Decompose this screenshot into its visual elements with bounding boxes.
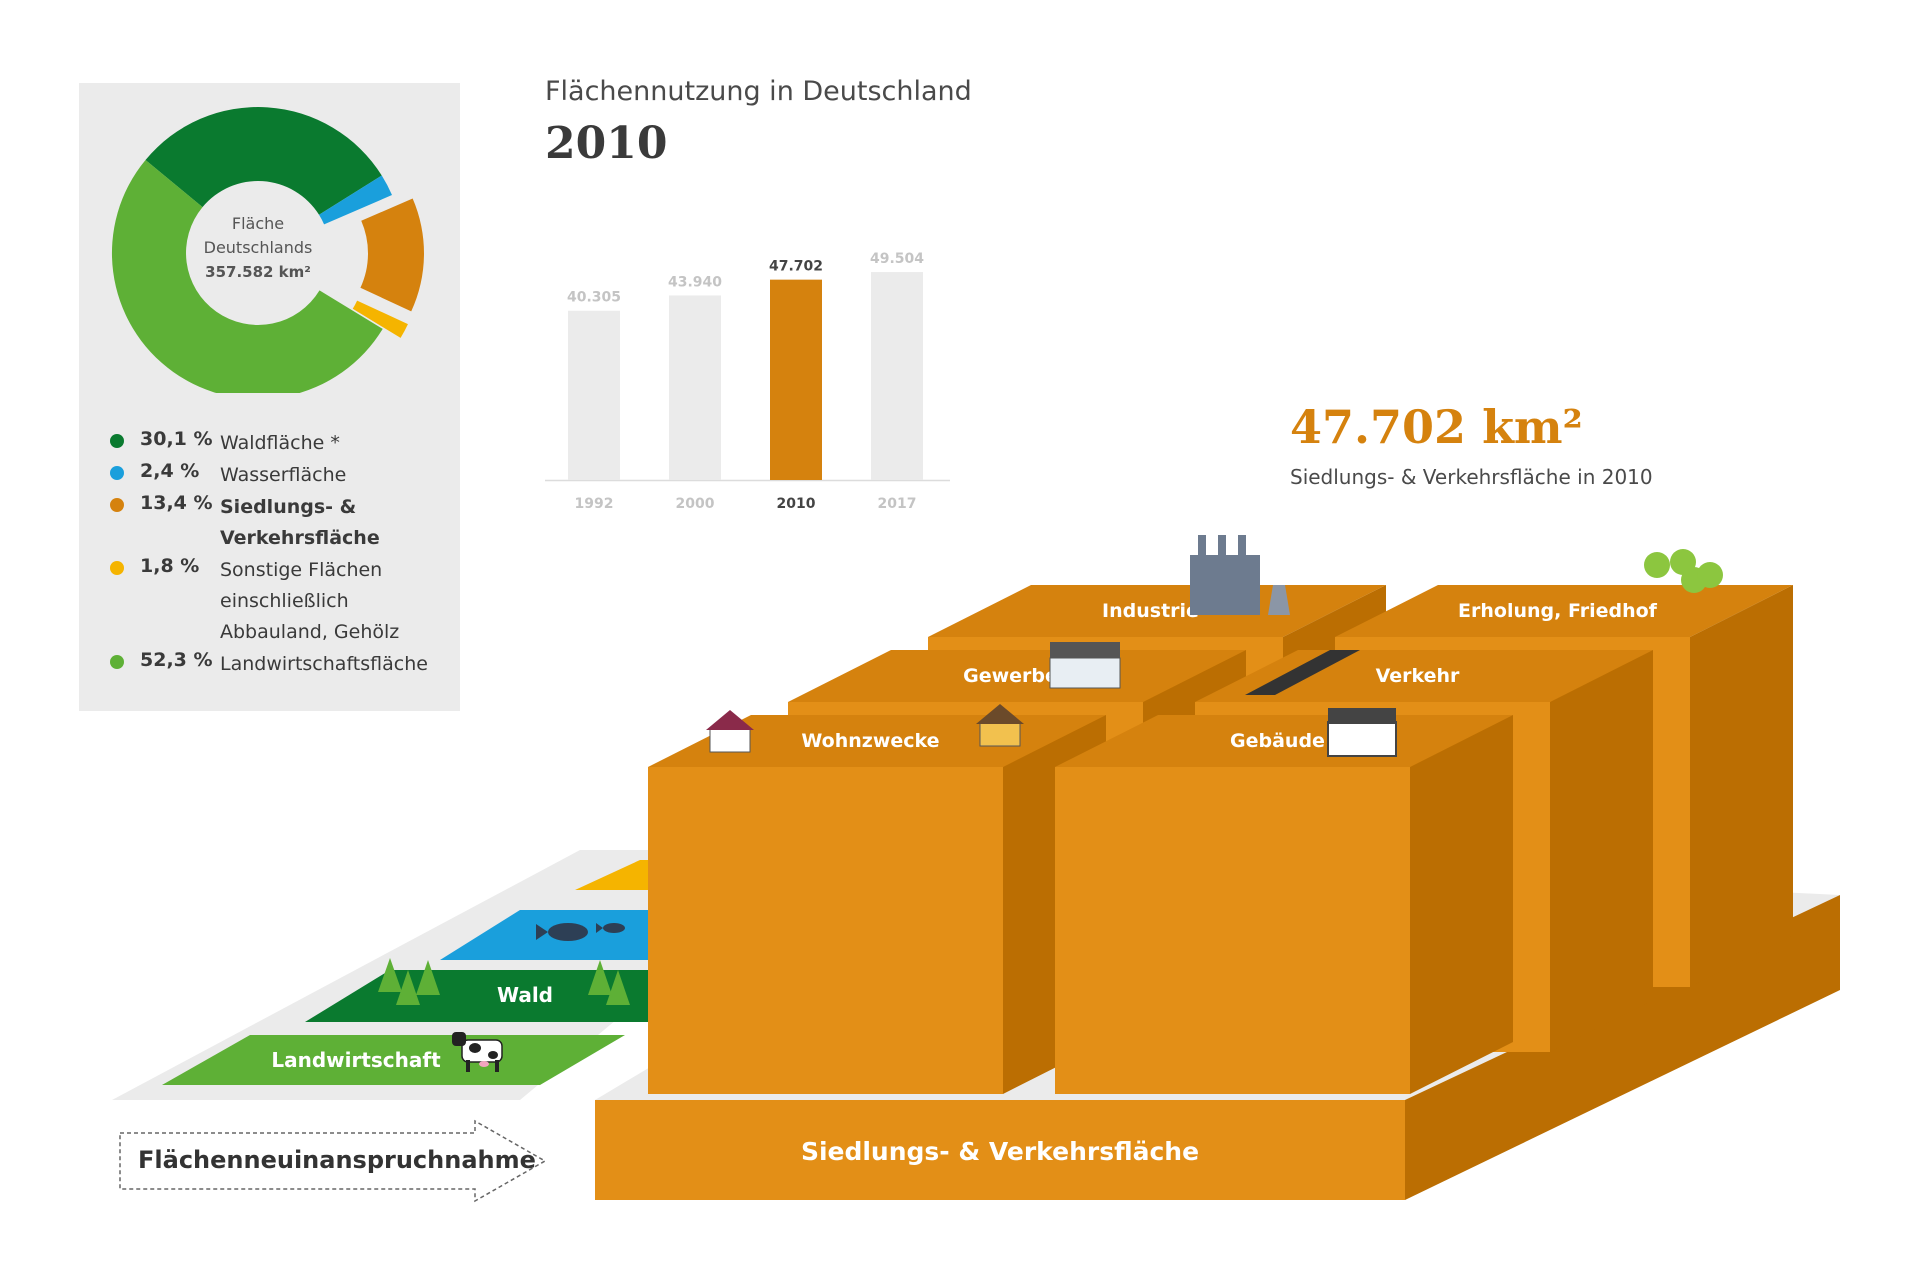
legend-percent: 2,4 % — [140, 460, 200, 482]
base-label: Siedlungs- & Verkehrsfläche — [801, 1137, 1199, 1166]
summary-caption: Siedlungs- & Verkehrsfläche in 2010 — [1290, 465, 1653, 489]
strip-label-wald: Wald — [497, 983, 553, 1007]
chart-title: Flächennutzung in Deutschland — [545, 76, 972, 107]
donut-slice — [319, 175, 392, 225]
donut-center-line-2: Deutschlands — [204, 238, 313, 257]
block-side — [1550, 650, 1653, 1052]
block-label: Gebäude — [1230, 730, 1325, 752]
house-icon — [706, 704, 1024, 753]
strip-yellow — [575, 860, 660, 890]
legend-dot-icon — [110, 561, 124, 575]
legend-label: Sonstige Flächen einschließlich Abbauland,… — [220, 559, 400, 643]
strip-agriculture — [162, 1035, 625, 1085]
block-label: Gewerbe — [963, 665, 1058, 687]
donut-slice — [111, 159, 383, 393]
donut-slice — [352, 300, 408, 338]
donut-center-line-1: Fläche — [232, 214, 284, 233]
building-icon — [1327, 708, 1397, 757]
tree-icon — [1644, 549, 1723, 593]
block-side — [1410, 715, 1513, 1094]
block-label: Wohnzwecke — [801, 730, 939, 752]
donut-chart: Fläche Deutschlands 357.582 km² — [111, 107, 424, 393]
legend-label: Waldfläche * — [220, 432, 340, 454]
donut-center-line-3: 357.582 km² — [205, 263, 311, 281]
tree-icon — [378, 958, 630, 1005]
block-label: Erholung, Friedhof — [1458, 600, 1658, 622]
arrow-label: Flächenneuinanspruchnahme — [138, 1146, 536, 1174]
strip-label-landwirtschaft: Landwirtschaft — [271, 1048, 441, 1072]
block-top — [788, 650, 1246, 702]
arrow-outline — [119, 1119, 547, 1203]
legend-dot-icon — [110, 498, 124, 512]
block-top — [1335, 585, 1793, 637]
base-front — [595, 1100, 1405, 1200]
road-icon — [1245, 650, 1360, 695]
block-front — [648, 767, 1003, 1094]
legend-percent: 30,1 % — [140, 428, 213, 450]
legend-label: Landwirtschaftsfläche — [220, 653, 428, 675]
legend-label: Siedlungs- & Verkehrsfläche — [220, 496, 380, 549]
category-block: Gebäude — [1055, 715, 1513, 1094]
block-side — [1690, 585, 1793, 987]
legend-percent: 1,8 % — [140, 555, 200, 577]
chart-year: 2010 — [545, 118, 668, 169]
block-top — [1055, 715, 1513, 767]
category-block: Wohnzwecke — [648, 715, 1106, 1094]
warehouse-icon — [1049, 642, 1121, 689]
base-side — [1405, 895, 1840, 1200]
legend-panel: Fläche Deutschlands 357.582 km² 30,1 % Wa… — [79, 83, 460, 711]
legend-percent: 52,3 % — [140, 649, 213, 671]
legend-percent: 13,4 % — [140, 492, 213, 514]
donut-slice — [145, 107, 382, 215]
legend-dot-icon — [110, 466, 124, 480]
block-front — [1055, 767, 1410, 1094]
cow-icon — [452, 1032, 503, 1072]
legend-dot-icon — [110, 434, 124, 448]
factory-icon — [1190, 535, 1290, 615]
summary-value: 47.702 km² — [1290, 400, 1583, 454]
fish-icon — [536, 923, 625, 941]
legend-dot-icon — [110, 655, 124, 669]
block-label: Verkehr — [1376, 665, 1460, 687]
donut-slice — [360, 198, 424, 312]
legend-label: Wasserfläche — [220, 464, 347, 486]
block-label: Industrie — [1102, 600, 1199, 622]
